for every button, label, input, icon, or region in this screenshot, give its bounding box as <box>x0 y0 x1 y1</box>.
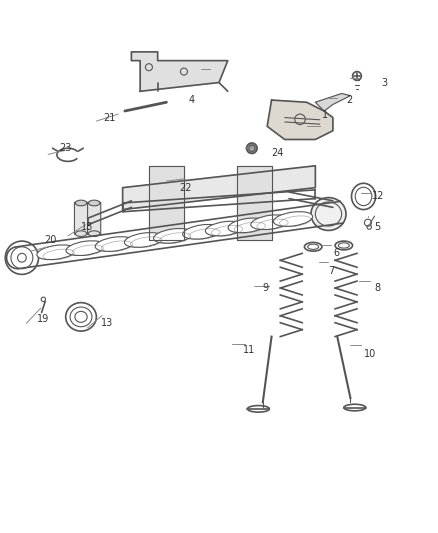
Text: 23: 23 <box>59 143 71 154</box>
Text: 8: 8 <box>374 284 381 293</box>
Circle shape <box>249 145 255 151</box>
Text: 4: 4 <box>188 95 194 105</box>
Circle shape <box>247 143 257 154</box>
Polygon shape <box>123 166 315 209</box>
Text: 5: 5 <box>374 222 381 232</box>
Polygon shape <box>267 100 333 140</box>
Ellipse shape <box>311 198 346 230</box>
Text: 10: 10 <box>364 349 376 359</box>
Text: 18: 18 <box>81 222 93 232</box>
FancyBboxPatch shape <box>74 202 88 235</box>
Text: 22: 22 <box>180 183 192 192</box>
Text: 1: 1 <box>322 110 328 120</box>
Text: 9: 9 <box>263 284 269 293</box>
Ellipse shape <box>88 200 100 206</box>
Text: 12: 12 <box>372 191 385 201</box>
Polygon shape <box>237 166 272 240</box>
Text: 6: 6 <box>333 248 339 259</box>
Text: 19: 19 <box>37 314 49 324</box>
Polygon shape <box>131 52 228 91</box>
Text: 2: 2 <box>346 95 352 105</box>
Ellipse shape <box>205 221 244 236</box>
Polygon shape <box>149 166 184 240</box>
Ellipse shape <box>251 215 290 230</box>
Text: 13: 13 <box>101 318 113 328</box>
Text: 3: 3 <box>381 77 387 87</box>
Text: 7: 7 <box>328 266 335 276</box>
Text: 11: 11 <box>243 345 255 355</box>
Ellipse shape <box>37 245 76 260</box>
Ellipse shape <box>154 229 193 243</box>
Polygon shape <box>315 93 350 111</box>
Ellipse shape <box>88 231 100 237</box>
Text: 24: 24 <box>272 148 284 158</box>
Ellipse shape <box>124 232 163 247</box>
Ellipse shape <box>95 237 134 252</box>
Ellipse shape <box>273 212 313 227</box>
FancyBboxPatch shape <box>88 202 101 235</box>
Ellipse shape <box>66 241 105 255</box>
Ellipse shape <box>75 231 87 237</box>
Ellipse shape <box>183 224 222 239</box>
Text: 21: 21 <box>103 112 115 123</box>
Ellipse shape <box>75 200 87 206</box>
Ellipse shape <box>228 218 267 233</box>
Text: 20: 20 <box>44 235 56 245</box>
